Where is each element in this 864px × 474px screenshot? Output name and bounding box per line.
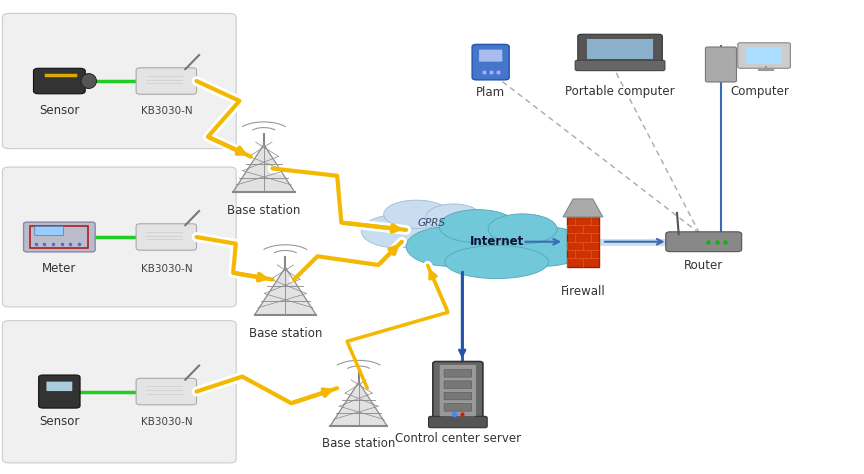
- FancyBboxPatch shape: [746, 47, 782, 64]
- Text: Router: Router: [684, 259, 723, 272]
- FancyBboxPatch shape: [137, 68, 196, 94]
- Text: KB3030-N: KB3030-N: [141, 106, 192, 116]
- FancyBboxPatch shape: [3, 167, 236, 307]
- Text: KB3030-N: KB3030-N: [141, 417, 192, 427]
- FancyBboxPatch shape: [440, 365, 476, 416]
- Text: Sensor: Sensor: [39, 415, 79, 428]
- FancyBboxPatch shape: [444, 381, 472, 389]
- Text: Plam: Plam: [476, 86, 505, 99]
- FancyBboxPatch shape: [47, 382, 73, 391]
- FancyBboxPatch shape: [472, 45, 509, 80]
- Ellipse shape: [426, 216, 568, 273]
- FancyBboxPatch shape: [433, 362, 483, 419]
- FancyBboxPatch shape: [738, 43, 791, 68]
- FancyBboxPatch shape: [588, 39, 653, 59]
- FancyBboxPatch shape: [578, 34, 663, 64]
- Ellipse shape: [445, 246, 549, 279]
- Text: Meter: Meter: [42, 262, 77, 274]
- Polygon shape: [255, 267, 316, 315]
- FancyBboxPatch shape: [444, 392, 472, 400]
- FancyBboxPatch shape: [567, 217, 600, 266]
- Text: Sensor: Sensor: [39, 104, 79, 117]
- FancyBboxPatch shape: [34, 68, 86, 94]
- Text: KB3030-N: KB3030-N: [141, 264, 192, 273]
- Text: Internet: Internet: [469, 235, 524, 248]
- FancyBboxPatch shape: [705, 47, 736, 82]
- FancyBboxPatch shape: [479, 50, 502, 62]
- Ellipse shape: [488, 214, 557, 244]
- Ellipse shape: [501, 227, 588, 266]
- FancyBboxPatch shape: [35, 226, 64, 236]
- FancyBboxPatch shape: [23, 222, 95, 252]
- Ellipse shape: [376, 205, 488, 250]
- FancyBboxPatch shape: [3, 320, 236, 463]
- Text: Control center server: Control center server: [395, 432, 521, 445]
- Ellipse shape: [426, 204, 481, 230]
- Polygon shape: [563, 199, 603, 217]
- Polygon shape: [330, 382, 387, 426]
- Ellipse shape: [406, 227, 492, 266]
- Ellipse shape: [430, 215, 503, 248]
- Ellipse shape: [384, 200, 449, 228]
- FancyBboxPatch shape: [137, 224, 196, 250]
- FancyBboxPatch shape: [429, 416, 487, 428]
- Text: Base station: Base station: [249, 327, 322, 340]
- FancyBboxPatch shape: [666, 232, 741, 252]
- FancyBboxPatch shape: [444, 370, 472, 377]
- Ellipse shape: [81, 73, 97, 89]
- FancyBboxPatch shape: [3, 13, 236, 149]
- Text: Computer: Computer: [730, 85, 789, 98]
- Text: Base station: Base station: [227, 204, 301, 217]
- Text: Portable computer: Portable computer: [565, 85, 675, 98]
- FancyBboxPatch shape: [137, 378, 196, 405]
- FancyBboxPatch shape: [444, 403, 472, 411]
- Text: Base station: Base station: [322, 438, 396, 450]
- Ellipse shape: [361, 215, 434, 248]
- Ellipse shape: [439, 210, 517, 243]
- Polygon shape: [233, 145, 295, 192]
- FancyBboxPatch shape: [575, 60, 665, 71]
- FancyBboxPatch shape: [39, 375, 80, 408]
- Text: GPRS: GPRS: [418, 218, 446, 228]
- Text: Firewall: Firewall: [561, 285, 606, 298]
